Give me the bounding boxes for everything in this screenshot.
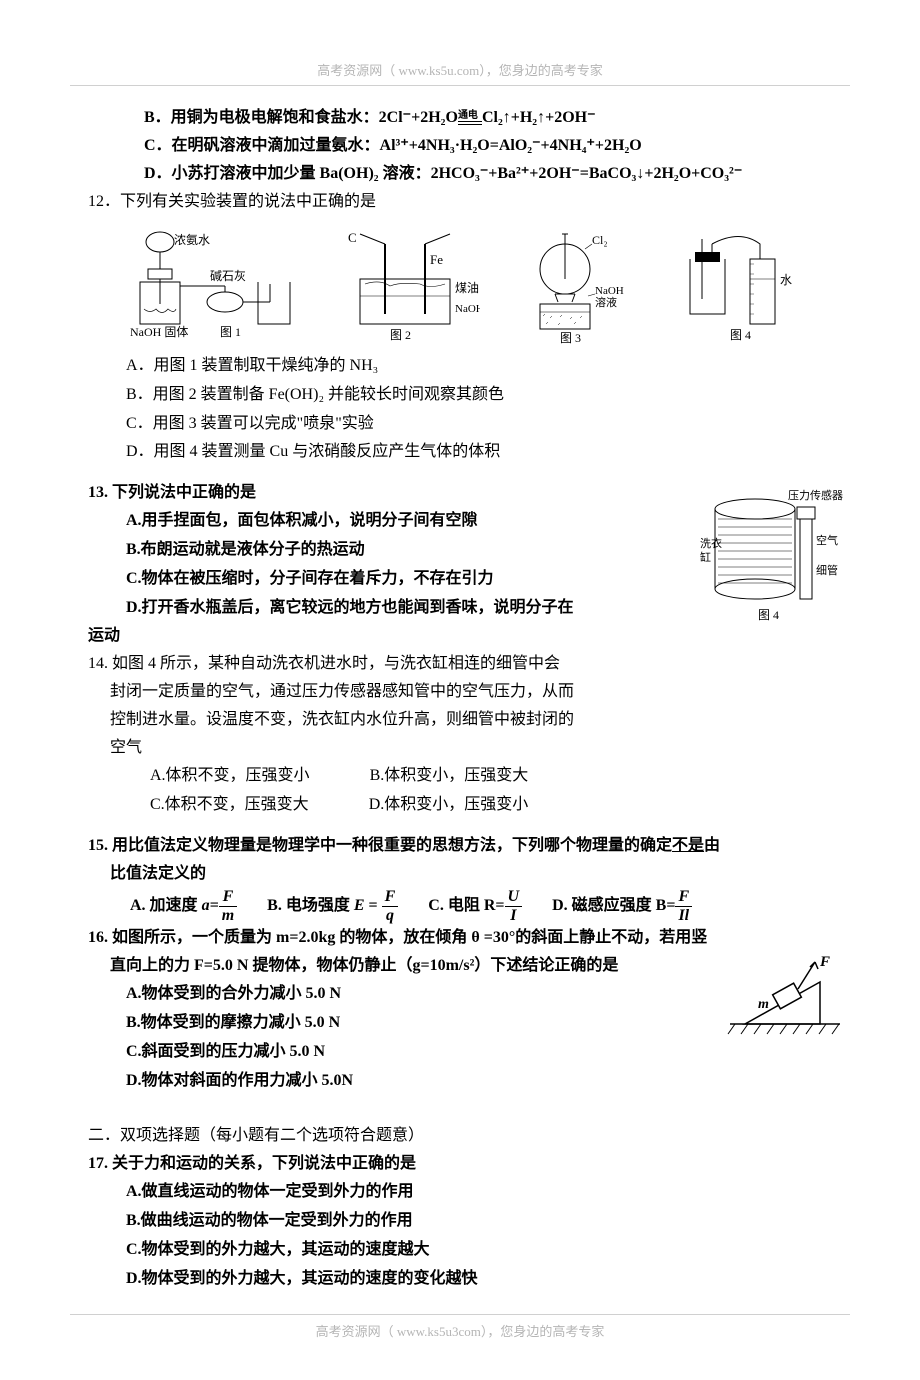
q16-option-d: D.物体对斜面的作用力减小 5.0N xyxy=(70,1067,850,1096)
q15-c-label: C. 电阻 xyxy=(428,897,484,914)
q15-option-d: D. 磁感应强度 B=FIl xyxy=(552,888,692,924)
page-header: 高考资源网（ www.ks5u.com），您身边的高考专家 xyxy=(70,60,850,86)
svg-text:NaOH 固体: NaOH 固体 xyxy=(130,325,188,339)
svg-text:NaOH: NaOH xyxy=(595,285,624,297)
svg-text:煤油: 煤油 xyxy=(455,281,479,295)
q15-stem: 15. 用比值法定义物理量是物理学中一种很重要的思想方法，下列哪个物理量的确定不… xyxy=(70,832,850,860)
q17-option-c: C.物体受到的外力越大，其运动的速度越大 xyxy=(70,1236,850,1265)
svg-text:图 1: 图 1 xyxy=(220,325,241,339)
q14-stem4: 空气 xyxy=(70,734,850,762)
q14-stem3: 控制进水量。设温度不变，洗衣缸内水位升高，则细管中被封闭的 xyxy=(70,706,850,734)
q17-option-b: B.做曲线运动的物体一定受到外力的作用 xyxy=(70,1207,850,1236)
q14-row2: C.体积不变，压强变大 D.体积变小，压强变小 xyxy=(70,791,850,820)
q16-figure: F m xyxy=(720,954,850,1049)
svg-text:图 4: 图 4 xyxy=(730,328,751,342)
svg-text:NaOH 溶液: NaOH 溶液 xyxy=(455,301,480,315)
q11-option-b: B．用铜为电极电解饱和食盐水：2Cl⁻+2H₂O通电Cl₂↑+H₂↑+2OH⁻ xyxy=(70,104,850,132)
q15-d-label: D. 磁感应强度 xyxy=(552,897,656,914)
q16-fig-svg: F m xyxy=(720,954,850,1049)
svg-text:m: m xyxy=(758,997,769,1012)
q11-option-c: C．在明矾溶液中滴加过量氨水：Al³⁺+4NH₃·H₂O=AlO₂⁻+4NH₄⁺… xyxy=(70,132,850,160)
q12-fig4-svg: 水 图 4 xyxy=(670,224,820,344)
q15-b-label: B. 电场强度 xyxy=(267,897,354,914)
q15-option-c: C. 电阻 R=UI xyxy=(428,888,522,924)
q15-a-label: A. 加速度 xyxy=(130,897,202,914)
q15-stem-tail: 由 xyxy=(704,837,720,854)
svg-text:Fe: Fe xyxy=(430,252,443,267)
q15-options: A. 加速度 a=Fm B. 电场强度 E = Fq C. 电阻 R=UI D.… xyxy=(70,888,850,924)
svg-text:C: C xyxy=(348,230,357,245)
q14-row1: A.体积不变，压强变小 B.体积变小，压强变大 xyxy=(70,762,850,791)
svg-text:压力传感器: 压力传感器 xyxy=(788,489,843,502)
q12-fig2: C Fe 煤油 NaOH 溶液 图 2 xyxy=(330,224,480,344)
svg-text:图 3: 图 3 xyxy=(560,331,581,344)
svg-text:碱石灰: 碱石灰 xyxy=(210,269,246,283)
page-container: 高考资源网（ www.ks5u.com），您身边的高考专家 B．用铜为电极电解饱… xyxy=(0,0,920,1380)
q12-fig4: 水 图 4 xyxy=(670,224,820,344)
svg-text:F: F xyxy=(819,954,830,970)
q11-b-text: B．用铜为电极电解饱和食盐水：2Cl⁻+2H₂O xyxy=(144,109,458,126)
svg-text:Cl₂: Cl₂ xyxy=(592,233,608,247)
q16-stem1: 16. 如图所示，一个质量为 m=2.0kg 的物体，放在倾角 θ =30°的斜… xyxy=(70,924,850,952)
q17-option-a: A.做直线运动的物体一定受到外力的作用 xyxy=(70,1178,850,1207)
svg-text:溶液: 溶液 xyxy=(595,295,617,309)
q14-figure: 压力传感器 洗衣 缸 空气 细管 图 4 xyxy=(700,479,850,629)
svg-text:图 2: 图 2 xyxy=(390,328,411,342)
q12-fig2-svg: C Fe 煤油 NaOH 溶液 图 2 xyxy=(330,224,480,344)
svg-text:洗衣: 洗衣 xyxy=(700,536,722,550)
q11-b-tail: Cl₂↑+H₂↑+2OH⁻ xyxy=(482,109,596,126)
q11-option-d: D．小苏打溶液中加少量 Ba(OH)₂ 溶液：2HCO₃⁻+Ba²⁺+2OH⁻=… xyxy=(70,160,850,188)
q14-option-b: B.体积变小，压强变大 xyxy=(370,762,529,791)
q12-fig3-svg: Cl₂ NaOH 溶液 图 3 xyxy=(510,224,640,344)
svg-text:空气: 空气 xyxy=(816,533,838,547)
q12-option-a: A．用图 1 装置制取干燥纯净的 NH₃ xyxy=(70,352,850,381)
q12-option-d: D．用图 4 装置测量 Cu 与浓硝酸反应产生气体的体积 xyxy=(70,438,850,467)
q14-option-a: A.体积不变，压强变小 xyxy=(150,762,310,791)
svg-text:水: 水 xyxy=(780,273,792,287)
svg-text:图 4: 图 4 xyxy=(758,608,779,622)
q12-option-c: C．用图 3 装置可以完成"喷泉"实验 xyxy=(70,410,850,439)
section-2-title: 二．双项选择题（每小题有二个选项符合题意） xyxy=(70,1122,850,1151)
q14-fig-svg: 压力传感器 洗衣 缸 空气 细管 图 4 xyxy=(700,479,850,629)
svg-text:细管: 细管 xyxy=(816,563,838,577)
page-footer: 高考资源网（ www.ks5u3com），您身边的高考专家 xyxy=(70,1314,850,1340)
q17-option-d: D.物体受到的外力越大，其运动的速度的变化越快 xyxy=(70,1265,850,1294)
svg-text:浓氨水: 浓氨水 xyxy=(174,233,210,247)
q11-b-condition: 通电 xyxy=(458,111,482,121)
q14-option-d: D.体积变小，压强变小 xyxy=(369,791,529,820)
q15-option-a: A. 加速度 a=Fm xyxy=(130,888,237,924)
q17-stem: 17. 关于力和运动的关系，下列说法中正确的是 xyxy=(70,1150,850,1178)
svg-text:缸: 缸 xyxy=(700,550,711,564)
q12-fig3: Cl₂ NaOH 溶液 图 3 xyxy=(510,224,640,344)
q12-option-b: B．用图 2 装置制备 Fe(OH)₂ 并能较长时间观察其颜色 xyxy=(70,381,850,410)
q12-stem: 12．下列有关实验装置的说法中正确的是 xyxy=(70,188,850,216)
q15-stem2: 比值法定义的 xyxy=(70,860,850,888)
q15-stem-u: 不是 xyxy=(672,837,704,854)
q12-fig1-svg: 浓氨水 碱石灰 NaOH 固体 图 1 xyxy=(130,224,300,344)
q14-option-c: C.体积不变，压强变大 xyxy=(150,791,309,820)
q15-option-b: B. 电场强度 E = Fq xyxy=(267,888,398,924)
q12-fig1: 浓氨水 碱石灰 NaOH 固体 图 1 xyxy=(130,224,300,344)
q15-stem-a: 15. 用比值法定义物理量是物理学中一种很重要的思想方法，下列哪个物理量的确定 xyxy=(88,837,672,854)
q12-diagrams: 浓氨水 碱石灰 NaOH 固体 图 1 C Fe 煤油 NaOH 溶液 图 2 xyxy=(70,216,850,352)
q14-stem1: 14. 如图 4 所示，某种自动洗衣机进水时，与洗衣缸相连的细管中会 xyxy=(70,650,850,678)
q14-stem2: 封闭一定质量的空气，通过压力传感器感知管中的空气压力，从而 xyxy=(70,678,850,706)
